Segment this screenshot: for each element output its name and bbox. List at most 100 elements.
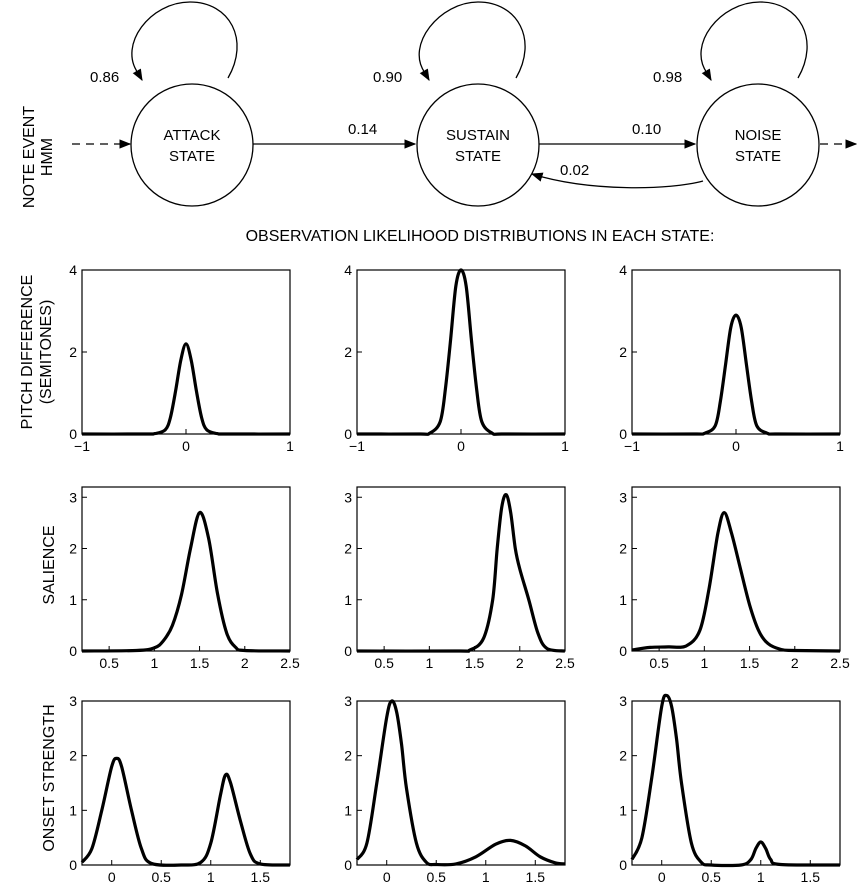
- panel-salience-2-curve: [356, 493, 566, 653]
- panel-salience-3-ytick-label: 3: [619, 489, 627, 505]
- panel-onset-2-frame: [356, 700, 566, 866]
- sustain-state-line1: SUSTAIN: [446, 127, 510, 144]
- panel-pitch-1-xtick-label: 0: [182, 438, 190, 454]
- hmm-side-label: NOTE EVENT HMM: [21, 106, 56, 208]
- panel-onset-1-ytick-label: 0: [69, 857, 77, 873]
- panel-salience-3-xtick-label: 1.5: [740, 655, 760, 671]
- panel-pitch-1-ytick-label: 0: [69, 426, 77, 442]
- panel-pitch-2-frame: [356, 269, 566, 435]
- panel-onset-3-ytick-label: 1: [619, 802, 627, 818]
- hmm-label-line2: HMM: [39, 138, 56, 176]
- panel-pitch-1-xtick-label: −1: [74, 438, 90, 454]
- panel-salience-2-xtick-label: 1.5: [465, 655, 485, 671]
- panel-salience-1-xtick-label: 0.5: [99, 655, 119, 671]
- row-label-pitch-line2: (SEMITONES): [38, 300, 55, 405]
- panel-onset-2-ytick-label: 1: [344, 802, 352, 818]
- panel-salience-3-xtick-label: 2: [791, 655, 799, 671]
- panel-salience-1-xtick-label: 2.5: [280, 655, 300, 671]
- panel-onset-1-xtick-label: 1: [207, 869, 215, 885]
- panel-salience-3-ytick-label: 1: [619, 592, 627, 608]
- panel-salience-1-ytick-label: 0: [69, 643, 77, 659]
- panel-pitch-2-ytick-label: 0: [344, 426, 352, 442]
- panel-onset-3-ytick-label: 3: [619, 693, 627, 709]
- hmm-label-line1: NOTE EVENT: [21, 106, 38, 208]
- panel-pitch-2-ytick-label: 4: [344, 262, 352, 278]
- panel-salience-3-xtick-label: 1: [700, 655, 708, 671]
- panel-pitch-2-xtick-label: −1: [349, 438, 365, 454]
- attack-state: ATTACK STATE 0.86: [90, 1, 254, 207]
- attack-self-loop-head: [132, 68, 143, 82]
- panel-onset-1-ytick-label: 3: [69, 693, 77, 709]
- panel-pitch-3-xtick-label: −1: [624, 438, 640, 454]
- panel-salience-1-ytick-label: 3: [69, 489, 77, 505]
- panel-onset-1-frame: [81, 700, 291, 866]
- panel-pitch-3-frame: [631, 269, 841, 435]
- noise-self-loop: [700, 1, 808, 79]
- panel-onset-1-curve: [80, 756, 291, 867]
- panel-salience-2-frame: [356, 486, 566, 652]
- panel-onset-3-ytick-label: 2: [619, 748, 627, 764]
- panel-salience-2-ytick-label: 2: [344, 541, 352, 557]
- panel-salience-2-ytick-label: 0: [344, 643, 352, 659]
- panel-onset-2-xtick-label: 0: [383, 869, 391, 885]
- panel-pitch-1-frame: [81, 269, 291, 435]
- panel-salience-3-xtick-label: 2.5: [830, 655, 850, 671]
- panel-pitch-1-ytick-label: 4: [69, 262, 77, 278]
- sustain-state-circle: [416, 83, 540, 207]
- panel-onset-2-ytick-label: 2: [344, 748, 352, 764]
- panel-onset-3-ytick-label: 0: [619, 857, 627, 873]
- panel-salience-3-ytick-label: 2: [619, 541, 627, 557]
- panel-pitch-1-ytick-label: 2: [69, 344, 77, 360]
- noise-state-line1: NOISE: [735, 127, 782, 144]
- panel-onset-3-xtick-label: 1.5: [801, 869, 821, 885]
- attack-state-circle: [130, 83, 254, 207]
- panel-onset-1-xtick-label: 0.5: [152, 869, 172, 885]
- row-label-pitch-line1: PITCH DIFFERENCE: [19, 275, 36, 430]
- panel-onset-1-ytick-label: 1: [69, 802, 77, 818]
- panel-onset-3-frame: [631, 700, 841, 866]
- panel-onset-1-ytick-label: 2: [69, 748, 77, 764]
- panel-onset-3-curve: [630, 693, 841, 868]
- panel-salience-2-xtick-label: 0.5: [374, 655, 394, 671]
- attack-state-line1: ATTACK: [164, 127, 221, 144]
- panel-pitch-1-curve: [81, 342, 291, 436]
- panel-onset-2-ytick-label: 3: [344, 693, 352, 709]
- attack-state-line2: STATE: [169, 148, 215, 165]
- panel-salience-3-curve: [631, 511, 841, 653]
- panel-salience-3: 0.5 1 1.5 2 2.5 0 1 2 3: [619, 486, 850, 671]
- panel-salience-1-ytick-label: 1: [69, 592, 77, 608]
- panel-pitch-3-curve: [631, 313, 841, 436]
- sustain-self-prob: 0.90: [373, 69, 402, 86]
- observation-heading: OBSERVATION LIKELIHOOD DISTRIBUTIONS IN …: [246, 228, 715, 245]
- panel-salience-1: 0.5 1 1.5 2 2.5 0 1 2 3: [69, 486, 300, 671]
- panel-onset-2-curve: [355, 699, 566, 867]
- row-label-salience: SALIENCE: [41, 525, 58, 604]
- panel-salience-2-xtick-label: 1: [425, 655, 433, 671]
- row-label-onset: ONSET STRENGTH: [41, 704, 58, 851]
- panel-onset-3-xtick-label: 0: [658, 869, 666, 885]
- noise-state-line2: STATE: [735, 148, 781, 165]
- panel-onset-2-xtick-label: 0.5: [427, 869, 447, 885]
- panel-pitch-3-ytick-label: 2: [619, 344, 627, 360]
- panel-salience-3-xtick-label: 0.5: [649, 655, 669, 671]
- noise-self-loop-head: [701, 68, 712, 82]
- panel-salience-2-ytick-label: 3: [344, 489, 352, 505]
- panel-pitch-1-xtick-label: 1: [286, 438, 294, 454]
- panel-pitch-2-curve: [356, 268, 566, 436]
- panel-onset-2-ytick-label: 0: [344, 857, 352, 873]
- panel-salience-2-xtick-label: 2: [516, 655, 524, 671]
- panel-onset-1-xtick-label: 0: [108, 869, 116, 885]
- row-label-onset-line1: ONSET STRENGTH: [41, 704, 58, 851]
- panel-salience-1-frame: [81, 486, 291, 652]
- sustain-self-loop: [418, 1, 526, 79]
- sustain-to-noise-prob: 0.10: [632, 121, 661, 138]
- sustain-self-loop-head: [419, 68, 430, 82]
- panel-salience-3-ytick-label: 0: [619, 643, 627, 659]
- row-label-salience-line1: SALIENCE: [41, 525, 58, 604]
- panel-salience-1-ytick-label: 2: [69, 541, 77, 557]
- panel-onset-3-xtick-label: 1: [757, 869, 765, 885]
